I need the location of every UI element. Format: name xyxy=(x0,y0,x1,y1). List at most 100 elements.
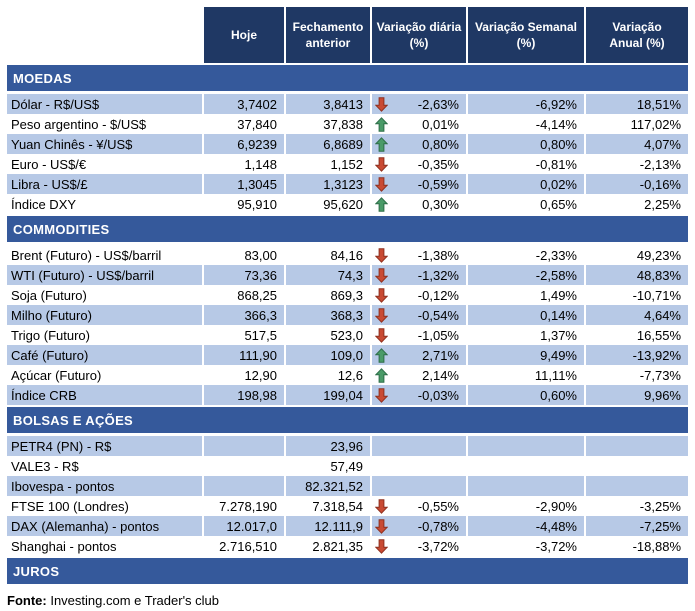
variacao-diaria-cell: -1,32% xyxy=(372,265,466,285)
row-label: Ibovespa - pontos xyxy=(7,476,202,496)
trend-down-icon xyxy=(375,327,388,343)
variacao-anual-cell: -3,25% xyxy=(639,498,681,514)
variacao-semanal-cell: 0,65% xyxy=(540,196,577,212)
fechamento-cell: 37,838 xyxy=(323,116,363,132)
column-header-line: Hoje xyxy=(230,27,257,42)
variacao-anual-cell: -7,73% xyxy=(639,367,681,383)
section-header-bolsas-e-acoes: BOLSAS E AÇÕES xyxy=(7,407,688,433)
trend-down-icon xyxy=(375,156,388,172)
variacao-semanal-cell: 9,49% xyxy=(468,345,584,365)
hoje-cell: 83,00 xyxy=(244,247,277,263)
variacao-diaria-value: -0,78% xyxy=(417,518,459,534)
fechamento-cell: 6,8689 xyxy=(286,134,370,154)
variacao-diaria-cell: -0,78% xyxy=(372,516,466,536)
table-row-acucar-futuro: Açúcar (Futuro) 12,90 12,6 2,14% 11,11% -7,7… xyxy=(7,365,688,385)
variacao-anual-cell: -2,13% xyxy=(639,156,681,172)
variacao-semanal-cell: 0,14% xyxy=(468,305,584,325)
hoje-cell: 6,9239 xyxy=(204,134,284,154)
trend-up-icon xyxy=(375,347,388,363)
trend-down-icon xyxy=(375,538,388,554)
variacao-diaria-cell: -0,55% xyxy=(372,496,466,516)
variacao-diaria-value: -0,03% xyxy=(417,387,459,403)
variacao-diaria-cell: -0,03% xyxy=(372,385,466,405)
variacao-semanal-cell xyxy=(468,456,584,476)
row-label: PETR4 (PN) - R$ xyxy=(7,436,202,456)
variacao-diaria-cell: 0,01% xyxy=(372,114,466,134)
fechamento-cell: 84,16 xyxy=(330,247,363,263)
trend-down-icon xyxy=(375,267,388,283)
variacao-anual-cell: 48,83% xyxy=(586,265,688,285)
column-header-line: Variação diária xyxy=(376,19,462,34)
column-header-line: Fechamento xyxy=(292,19,364,34)
row-label: Brent (Futuro) - US$/barril xyxy=(11,247,162,263)
variacao-anual-cell: -10,71% xyxy=(632,287,681,303)
variacao-semanal-cell: -3,72% xyxy=(535,538,577,554)
column-header-hoje: Hoje xyxy=(204,7,284,63)
hoje-cell: 198,98 xyxy=(204,385,284,405)
table-row-ftse-100-londres: FTSE 100 (Londres) 7.278,190 7.318,54 -0,5… xyxy=(7,496,688,516)
variacao-diaria-cell: -3,72% xyxy=(372,536,466,556)
fechamento-cell: 7.318,54 xyxy=(312,498,363,514)
variacao-semanal-cell: 0,60% xyxy=(468,385,584,405)
hoje-cell: 1,148 xyxy=(244,156,277,172)
row-label: Shanghai - pontos xyxy=(11,538,117,554)
table-row-indice-crb: Índice CRB 198,98 199,04 -0,03% 0,60% 9,96% xyxy=(7,385,688,405)
variacao-anual-cell: -13,92% xyxy=(586,345,688,365)
column-header-variacao-semanal: Variação Semanal (%) xyxy=(468,7,584,63)
variacao-diaria-cell: -1,38% xyxy=(372,245,466,265)
table-row-peso-argentino-us: Peso argentino - $/US$ 37,840 37,838 0,01%… xyxy=(7,114,688,134)
column-header-line: (%) xyxy=(409,36,429,50)
variacao-diaria-value: 2,14% xyxy=(422,367,459,383)
variacao-semanal-cell: -6,92% xyxy=(468,94,584,114)
variacao-anual-cell: 4,07% xyxy=(586,134,688,154)
table-body: MOEDAS Dólar - R$/US$ 3,7402 3,8413 -2,63% -… xyxy=(7,65,688,584)
variacao-diaria-cell: 0,30% xyxy=(372,194,466,214)
row-label: VALE3 - R$ xyxy=(11,458,79,474)
trend-up-icon xyxy=(375,367,388,383)
variacao-anual-cell: 49,23% xyxy=(636,247,681,263)
variacao-diaria-value: -0,12% xyxy=(417,287,459,303)
column-header-variacao-diaria: Variação diária (%) xyxy=(372,7,466,63)
variacao-anual-cell: 18,51% xyxy=(586,94,688,114)
row-label: Peso argentino - $/US$ xyxy=(11,116,147,132)
hoje-cell: 366,3 xyxy=(204,305,284,325)
variacao-anual-cell: 9,96% xyxy=(586,385,688,405)
section-header-commodities: COMMODITIES xyxy=(7,216,688,242)
variacao-anual-cell: 2,25% xyxy=(644,196,681,212)
fechamento-cell: 57,49 xyxy=(330,458,363,474)
variacao-diaria-cell xyxy=(372,476,466,496)
hoje-cell xyxy=(204,436,284,456)
row-label: Índice CRB xyxy=(7,385,202,405)
hoje-cell: 868,25 xyxy=(237,287,277,303)
trend-up-icon xyxy=(375,196,388,212)
table-row-indice-dxy: Índice DXY 95,910 95,620 0,30% 0,65% 2,25% xyxy=(7,194,688,214)
fechamento-cell: 1,3123 xyxy=(286,174,370,194)
variacao-semanal-cell: -4,48% xyxy=(468,516,584,536)
variacao-diaria-cell: -1,05% xyxy=(372,325,466,345)
row-label: Índice DXY xyxy=(11,196,77,212)
hoje-cell xyxy=(204,456,284,476)
row-label: Trigo (Futuro) xyxy=(11,327,90,343)
variacao-diaria-value: -1,05% xyxy=(417,327,459,343)
variacao-diaria-cell: 2,14% xyxy=(372,365,466,385)
variacao-semanal-cell: -2,58% xyxy=(468,265,584,285)
fechamento-cell: 3,8413 xyxy=(286,94,370,114)
table-row-ibovespa-pontos: Ibovespa - pontos 82.321,52 xyxy=(7,476,688,496)
variacao-anual-cell: 16,55% xyxy=(636,327,681,343)
fechamento-cell: 109,0 xyxy=(286,345,370,365)
table-row-trigo-futuro: Trigo (Futuro) 517,5 523,0 -1,05% 1,37% 16,5… xyxy=(7,325,688,345)
trend-up-icon xyxy=(375,116,388,132)
trend-down-icon xyxy=(375,96,388,112)
column-header-line: Anual (%) xyxy=(609,36,665,50)
trend-up-icon xyxy=(375,136,388,152)
row-label: Yuan Chinês - ¥/US$ xyxy=(7,134,202,154)
column-header-variacao-anual: Variação Anual (%) xyxy=(586,7,688,63)
table-header: Hoje Fechamento anterior Variação diária (%)… xyxy=(7,7,688,63)
row-label: Libra - US$/£ xyxy=(7,174,202,194)
fechamento-cell: 2.821,35 xyxy=(312,538,363,554)
source-label: Fonte: xyxy=(7,593,47,608)
variacao-semanal-cell: -4,14% xyxy=(535,116,577,132)
variacao-diaria-cell: -0,54% xyxy=(372,305,466,325)
trend-down-icon xyxy=(375,247,388,263)
variacao-diaria-cell: -0,59% xyxy=(372,174,466,194)
